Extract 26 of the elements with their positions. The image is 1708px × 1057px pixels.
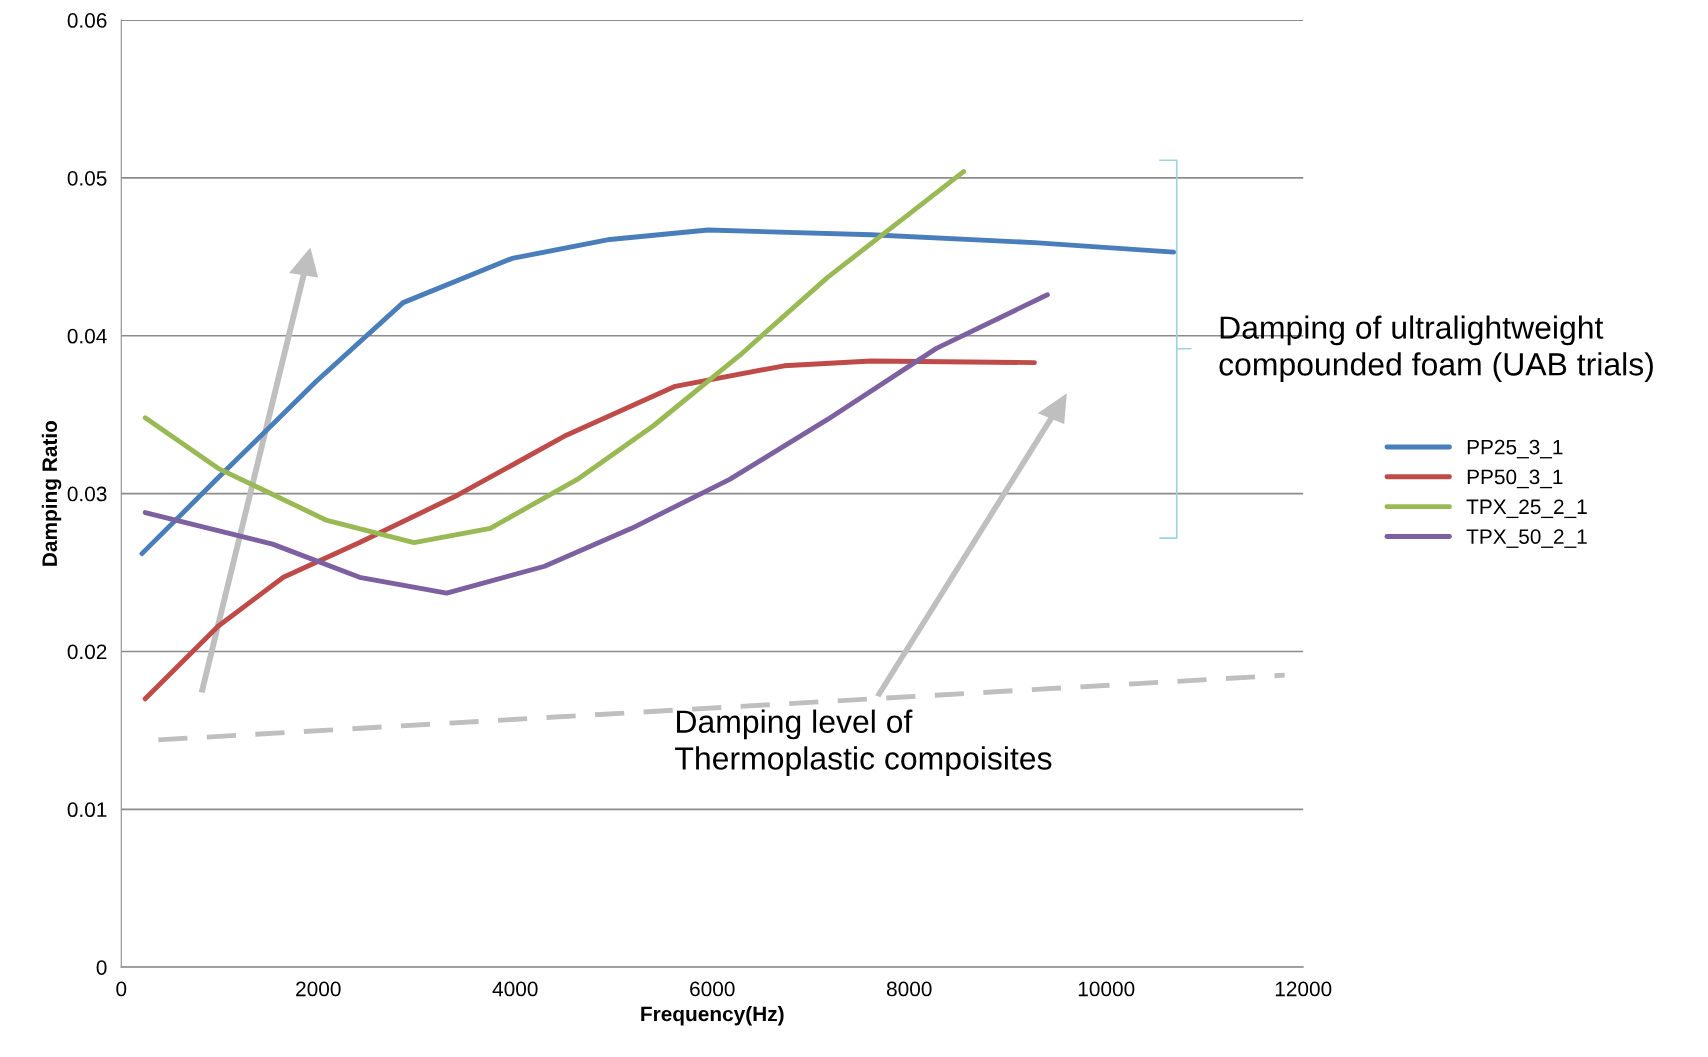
y-tick-label: 0 bbox=[96, 960, 107, 975]
x-tick-label: 8000 bbox=[886, 981, 932, 997]
x-tick-label: 10000 bbox=[1078, 981, 1135, 997]
y-axis-title: Damping Ratio bbox=[41, 420, 62, 566]
legend-label: PP50_3_1 bbox=[1467, 469, 1563, 489]
x-tick-label: 0 bbox=[116, 981, 127, 997]
line-series bbox=[142, 169, 967, 545]
legend-label: TPX_25_2_1 bbox=[1466, 499, 1587, 519]
legend-label: PP25_3_1 bbox=[1467, 439, 1563, 459]
legend-label: TPX_50_2_1 bbox=[1466, 529, 1587, 548]
x-tick-label: 6000 bbox=[690, 981, 735, 997]
y-tick-label: 0.02 bbox=[67, 644, 107, 660]
y-tick-label: 0.04 bbox=[67, 328, 107, 344]
annotation: Damping level of Thermoplastic compoisites bbox=[675, 709, 1052, 777]
line-series bbox=[142, 358, 1037, 702]
y-tick-label: 0.06 bbox=[67, 13, 107, 28]
y-tick-label: 0.05 bbox=[67, 170, 107, 186]
y-tick-label: 0.01 bbox=[67, 802, 107, 818]
x-tick-label: 2000 bbox=[296, 981, 341, 997]
x-tick-label: 4000 bbox=[492, 981, 538, 997]
x-tick-label: 12000 bbox=[1275, 981, 1332, 997]
line-series bbox=[142, 292, 1050, 596]
x-axis-title: Frequency(Hz) bbox=[641, 1006, 784, 1026]
annotation: Damping of ultralightweight compounded foam (UAB trials) bbox=[1219, 315, 1653, 382]
line-series bbox=[139, 227, 1177, 557]
y-tick-label: 0.03 bbox=[67, 486, 107, 502]
